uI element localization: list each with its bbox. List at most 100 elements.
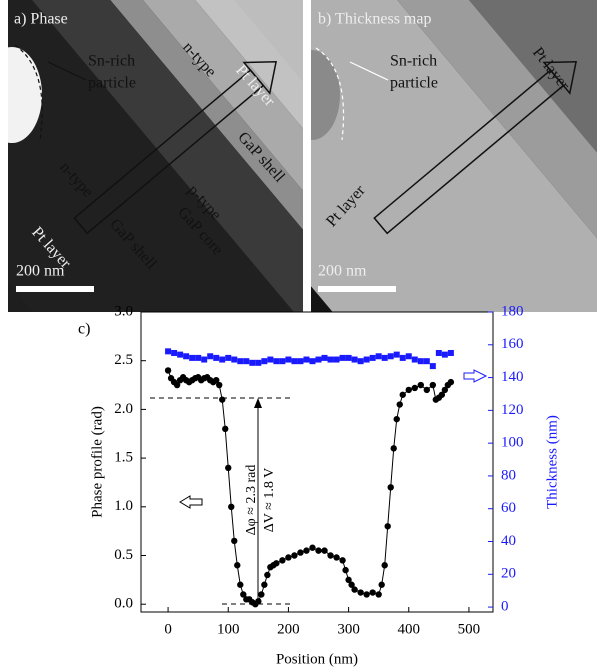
point — [258, 591, 265, 598]
point — [429, 381, 437, 389]
point — [207, 353, 214, 360]
point — [297, 358, 304, 365]
annotation: ΔV ≈ 1.8 V — [262, 468, 277, 532]
y-tick-label: 3.0 — [114, 303, 133, 319]
point — [387, 353, 394, 360]
point — [441, 351, 448, 358]
point — [195, 354, 202, 361]
point — [378, 581, 385, 588]
y-tick-label: 0.5 — [114, 547, 133, 563]
point — [291, 358, 298, 365]
annotation-arrow — [254, 398, 262, 408]
point — [411, 356, 418, 363]
point — [165, 348, 172, 355]
y2-tick-label: 100 — [501, 435, 524, 451]
scale-bar-label: 200 nm — [16, 263, 65, 280]
point — [417, 358, 424, 365]
x-tick-label: 500 — [458, 621, 481, 637]
point — [405, 353, 412, 360]
point — [183, 353, 190, 360]
point — [363, 356, 370, 363]
point — [264, 571, 271, 579]
annotation: Δφ ≈ 2.3 rad — [244, 465, 259, 536]
series-line — [167, 370, 452, 605]
point — [213, 354, 220, 361]
annotation: Sn-rich — [390, 53, 437, 70]
point — [405, 386, 412, 394]
y2-tick-label: 140 — [501, 369, 524, 385]
point — [219, 396, 226, 403]
point — [441, 386, 449, 394]
point — [351, 586, 358, 593]
annotation: particle — [88, 75, 136, 92]
scale-bar-label: 200 nm — [318, 263, 367, 280]
point — [369, 589, 376, 596]
y-tick-label: 0.0 — [114, 596, 133, 612]
point — [447, 349, 454, 356]
point — [363, 591, 370, 598]
point — [273, 358, 280, 365]
point — [171, 349, 178, 356]
point — [228, 503, 235, 511]
point — [201, 356, 208, 363]
point — [423, 386, 431, 394]
point — [303, 356, 310, 363]
thickness-image — [311, 0, 597, 312]
point — [173, 381, 181, 389]
point — [285, 356, 292, 363]
point — [279, 358, 286, 365]
point — [342, 566, 349, 574]
point — [345, 576, 352, 584]
phase-image — [8, 0, 303, 312]
y2-tick-label: 40 — [501, 533, 516, 549]
y-tick-label: 2.5 — [114, 352, 133, 368]
point — [423, 358, 430, 365]
x-tick-label: 300 — [337, 621, 360, 637]
y-tick-label: 1.0 — [114, 498, 133, 514]
point — [177, 351, 184, 358]
point — [164, 367, 172, 374]
panel-label: c) — [78, 321, 90, 338]
point — [273, 560, 280, 567]
point — [219, 356, 226, 363]
point — [216, 381, 223, 389]
point — [237, 581, 244, 588]
annotation: Sn-rich — [88, 53, 135, 70]
point — [396, 401, 403, 408]
x-tick-label: 0 — [164, 621, 172, 637]
point — [327, 552, 334, 559]
point — [411, 384, 418, 392]
point — [357, 589, 364, 596]
point — [279, 557, 286, 564]
point — [261, 358, 268, 365]
point — [387, 484, 394, 491]
y-axis-label: Phase profile (rad) — [89, 406, 105, 518]
x-tick-label: 400 — [398, 621, 421, 637]
point — [309, 358, 316, 365]
point — [249, 359, 256, 366]
plot-frame — [140, 311, 494, 613]
point — [333, 356, 340, 363]
point — [435, 349, 442, 356]
panel-label: b) Thickness map — [318, 11, 431, 28]
point — [327, 356, 334, 363]
point — [237, 358, 244, 365]
y2-tick-label: 80 — [501, 467, 516, 483]
point — [285, 554, 292, 561]
point — [213, 376, 220, 384]
point — [345, 354, 352, 361]
point — [339, 354, 346, 361]
y2-axis-label: Thickness (nm) — [544, 415, 560, 509]
point — [189, 354, 196, 361]
y2-tick-label: 20 — [501, 566, 516, 582]
point — [399, 354, 406, 361]
point — [321, 354, 328, 361]
point — [333, 554, 340, 561]
y2-tick-label: 160 — [501, 336, 524, 352]
x-tick-label: 200 — [277, 621, 300, 637]
point — [384, 523, 391, 530]
point — [267, 356, 274, 363]
y2-tick-label: 120 — [501, 402, 524, 418]
point — [240, 591, 247, 598]
chart: c) Position (nm) Phase profile (rad) Thi… — [78, 311, 560, 667]
